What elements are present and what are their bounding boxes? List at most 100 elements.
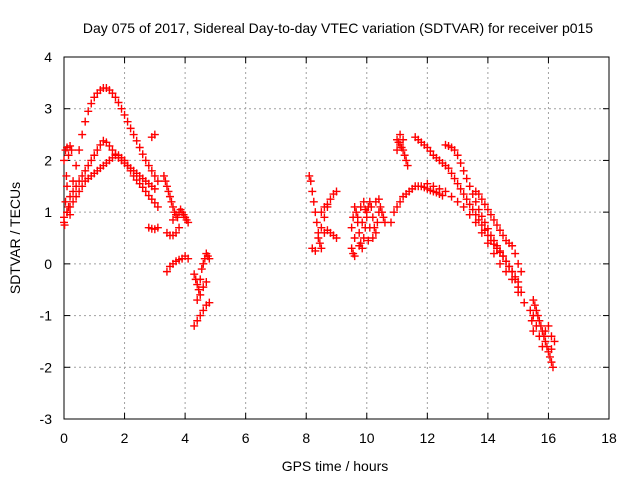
x-tick-label: 2 [121,430,129,446]
data-point-marker [477,228,486,237]
data-point-marker [545,352,554,361]
data-point-marker [135,143,144,152]
series-SDTVAR-lower [60,151,162,222]
x-tick-label: 16 [541,430,557,446]
x-axis-label: GPS time / hours [282,458,389,474]
data-point-marker [184,218,193,227]
data-point-marker [132,136,141,145]
data-point-marker [483,224,492,233]
data-point-marker [199,283,208,292]
data-point-marker [492,221,501,230]
data-point-marker [429,182,438,191]
data-point-marker [72,161,81,170]
x-tick-label: 12 [420,430,436,446]
data-point-marker [347,223,356,232]
data-point-marker [514,288,523,297]
data-point-marker [150,171,159,180]
data-point-marker [193,316,202,325]
series-SDTVAR-morning-a [411,133,529,307]
data-point-marker [205,254,214,263]
data-point-marker [193,280,202,289]
data-point-marker [173,213,182,222]
data-point-marker [474,190,483,199]
data-point-marker [306,177,315,186]
data-point-marker [93,146,102,155]
data-point-marker [350,234,359,242]
data-point-marker [403,161,412,170]
data-point-marker [87,156,96,165]
data-point-marker [483,239,492,248]
data-point-marker [489,249,498,258]
series-SDTVAR-early-scatter [60,130,162,234]
data-point-marker [459,166,468,175]
data-point-marker [396,197,405,206]
data-point-marker [471,218,480,227]
data-point-marker [315,239,324,248]
data-point-marker [169,202,177,211]
x-tick-label: 18 [601,430,617,446]
data-point-marker [123,117,132,126]
data-point-marker [120,156,129,165]
x-tick-label: 6 [242,430,250,446]
y-axis-label: SDTVAR / TECUs [7,182,23,294]
y-tick-label: 2 [44,152,52,168]
data-point-marker [541,337,550,346]
data-point-marker [114,98,123,107]
data-point-marker [309,197,318,206]
data-point-marker [483,205,492,214]
data-point-marker [162,182,171,191]
x-tick-label: 14 [480,430,496,446]
data-point-marker [499,252,508,261]
data-point-marker [496,226,504,235]
data-point-marker [355,241,364,250]
data-point-marker [361,205,370,214]
data-point-marker [138,150,147,159]
data-point-marker [359,197,368,206]
data-point-marker [190,321,199,330]
data-point-marker [81,117,90,126]
data-point-marker [147,166,156,175]
data-point-marker [129,171,138,180]
data-point-marker [387,218,395,227]
data-point-marker [164,187,173,196]
data-point-marker [60,213,68,222]
data-point-marker [332,187,341,196]
data-point-marker [444,164,453,173]
data-point-marker [471,197,480,206]
data-point-marker [64,202,73,211]
data-point-marker [193,296,202,305]
plot-frame [63,56,610,420]
data-point-marker [332,234,341,242]
data-point-marker [66,210,75,219]
data-point-marker [172,228,181,237]
data-point-marker [63,182,72,191]
data-point-marker [150,198,159,207]
data-point-marker [492,241,501,250]
series-SDTVAR-evening [305,171,341,255]
data-point-marker [390,208,399,217]
y-tick-label: -1 [40,308,53,324]
data-point-marker [374,195,383,204]
series-SDTVAR-afternoon-b [162,249,214,330]
data-point-marker [159,171,168,180]
data-point-marker [426,147,435,156]
data-point-marker [462,195,471,204]
y-tick-label: 1 [44,204,52,220]
data-point-marker [547,332,556,341]
series-SDTVAR-night [347,195,389,261]
data-point-marker [486,231,495,240]
data-point-marker [423,179,432,188]
data-point-marker [153,223,162,232]
data-point-marker [323,200,332,209]
data-point-marker [320,213,329,222]
data-point-marker [371,228,380,237]
data-point-marker [117,104,126,113]
data-point-marker [126,166,135,175]
data-point-marker [317,208,326,217]
data-point-marker [480,200,489,209]
data-point-marker [199,306,208,315]
data-point-marker [459,190,468,199]
data-point-marker [529,296,538,305]
